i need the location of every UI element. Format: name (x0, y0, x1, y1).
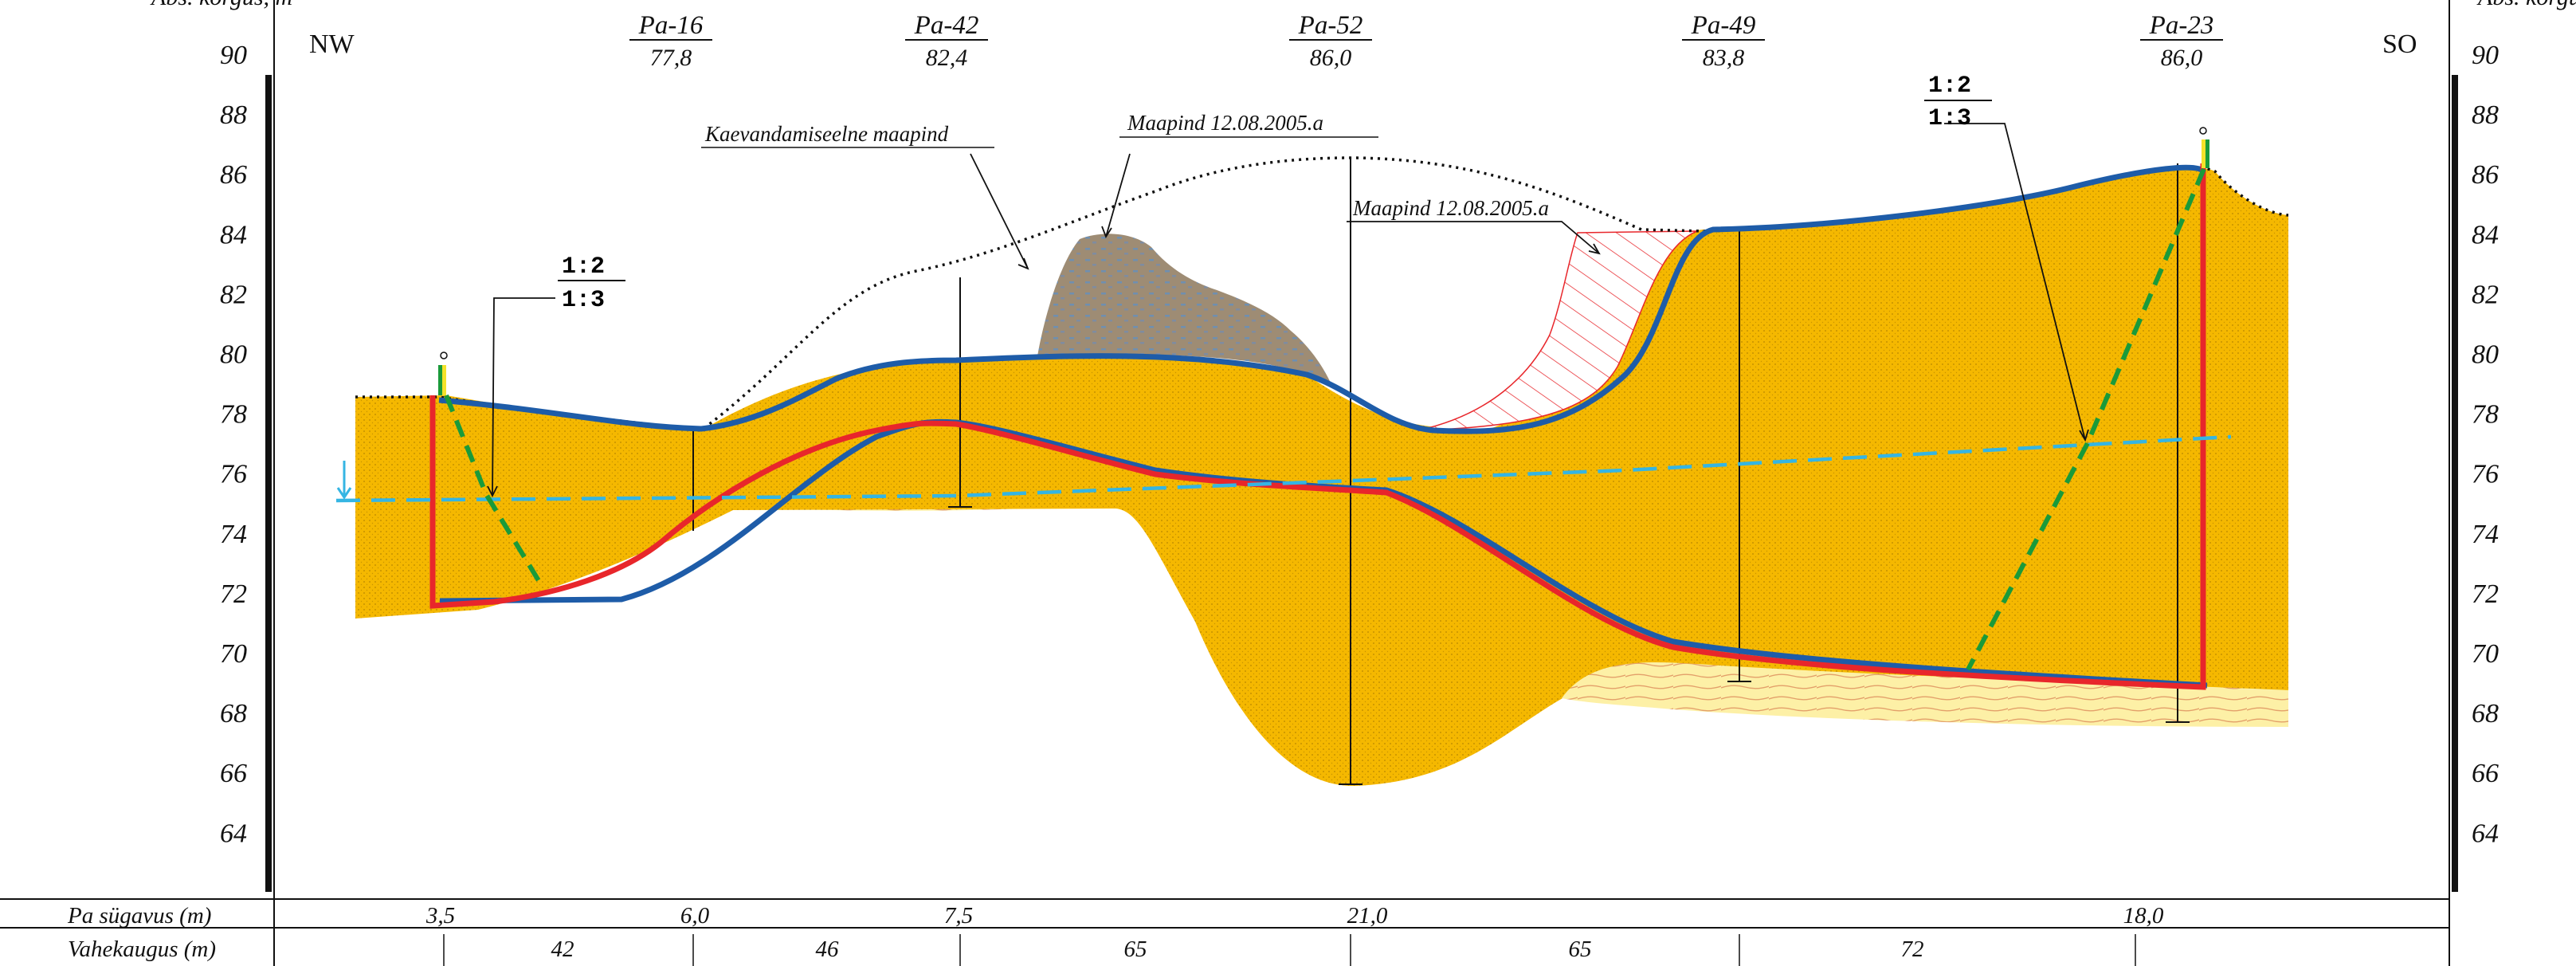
distance-row-label: Vahekaugus (m) (68, 937, 216, 962)
geology-layers (355, 167, 2288, 787)
direction-so: SO (2382, 29, 2417, 59)
pre-excavation-ground-label: Kaevandamiseelne maapind (704, 122, 949, 146)
elevation-tick-left: 78 (220, 400, 247, 430)
elevation-tick-right: 66 (2472, 759, 2499, 788)
elevation-tick-right: 88 (2472, 100, 2499, 130)
borehole-name: Pa-42 (914, 11, 979, 40)
elevation-tick-left: 68 (220, 699, 247, 728)
light-sand-lens-right (1562, 662, 2288, 727)
elevation-tick-left: 76 (220, 460, 247, 489)
elevation-tick-right: 72 (2472, 579, 2499, 609)
elevation-tick-left: 82 (220, 280, 247, 309)
distance-value: 65 (1569, 937, 1592, 962)
right-tick-labels: 90 88 86 84 82 80 78 76 74 72 70 68 66 64 (2472, 41, 2499, 848)
borehole-name: Pa-49 (1691, 11, 1756, 40)
elevation-tick-left: 64 (220, 819, 247, 848)
elevation-tick-right: 78 (2472, 400, 2499, 430)
borehole-elevation: 77,8 (650, 45, 692, 71)
right-axis-title: Abs. kõrgus, m (2476, 0, 2576, 10)
groundwater-marker (336, 461, 352, 500)
data-table: Pa sügavus (m) Vahekaugus (m) 3,5 6,0 7,5 2… (0, 898, 2449, 966)
slope-ratio-right-bottom: 1:3 (1928, 105, 1971, 132)
distance-dividers (443, 934, 2136, 966)
slope-ratio-right: 1:2 1:3 (1924, 73, 1992, 132)
left-tick-labels: 90 88 86 84 82 80 78 76 74 72 70 68 66 64 (220, 41, 247, 848)
slope-line-left (444, 394, 544, 587)
borehole-marker-right (2199, 127, 2209, 168)
ground-survey-label-1: Maapind 12.08.2005.a (1127, 111, 1323, 135)
elevation-tick-right: 70 (2472, 639, 2499, 669)
elevation-tick-left: 66 (220, 759, 247, 788)
elevation-tick-left: 86 (220, 160, 247, 190)
left-axis-title: Abs. kõrgus, m (150, 0, 292, 10)
elevation-tick-right: 68 (2472, 699, 2499, 728)
elevation-tick-left: 72 (220, 579, 247, 609)
elevation-tick-left: 80 (220, 340, 247, 370)
groundwater-line (335, 434, 2232, 503)
elevation-tick-right: 86 (2472, 160, 2499, 190)
left-elevation-scale (265, 0, 275, 966)
elevation-tick-left: 90 (220, 41, 247, 70)
elevation-tick-right: 84 (2472, 220, 2499, 249)
slope-ratio-left-top: 1:2 (562, 253, 605, 281)
borehole-elevation: 82,4 (926, 45, 968, 71)
elevation-tick-right: 90 (2472, 41, 2499, 70)
elevation-tick-right: 74 (2472, 520, 2499, 549)
slope-ratio-left-bottom: 1:3 (562, 287, 605, 314)
elevation-tick-right: 80 (2472, 340, 2499, 370)
depth-value: 3,5 (425, 903, 455, 929)
depth-values: 3,5 6,0 7,5 21,0 18,0 (425, 903, 2164, 929)
depth-value: 6,0 (680, 903, 710, 929)
distance-value: 72 (1901, 937, 1924, 962)
elevation-tick-right: 76 (2472, 460, 2499, 489)
fill-soil-mound (1037, 234, 1331, 383)
slope-line-right (1966, 167, 2206, 671)
distance-values: 42 46 65 65 72 (551, 937, 1924, 962)
depth-value: 21,0 (1347, 903, 1388, 929)
borehole-elevation: 86,0 (2161, 45, 2203, 71)
design-excavation-line (429, 163, 2206, 690)
distance-value: 65 (1124, 937, 1147, 962)
distance-value: 46 (816, 937, 840, 962)
elevation-tick-right: 64 (2472, 819, 2499, 848)
direction-nw: NW (309, 29, 355, 59)
distance-value: 42 (551, 937, 574, 962)
ground-survey-label-2: Maapind 12.08.2005.a (1352, 196, 1549, 220)
borehole-headers: Pa-16 77,8 Pa-42 82,4 Pa-52 86,0 Pa-49 83,8 Pa-2… (629, 11, 2223, 71)
elevation-tick-left: 84 (220, 220, 247, 249)
elevation-tick-right: 82 (2472, 280, 2499, 309)
borehole-name: Pa-23 (2149, 11, 2214, 40)
elevation-tick-left: 70 (220, 639, 247, 669)
ground-surface-line (438, 164, 2206, 434)
elevation-tick-left: 88 (220, 100, 247, 130)
depth-row-label: Pa sügavus (m) (67, 903, 211, 929)
borehole-name: Pa-16 (638, 11, 704, 40)
borehole-elevation: 86,0 (1310, 45, 1352, 71)
hatched-excavation-zone (1417, 230, 1698, 431)
borehole-elevation: 83,8 (1703, 45, 1745, 71)
slope-ratio-right-top: 1:2 (1928, 73, 1971, 100)
borehole-marker-left (438, 351, 448, 395)
right-elevation-scale (2449, 0, 2458, 966)
depth-value: 7,5 (944, 903, 973, 929)
depth-value: 18,0 (2123, 903, 2164, 929)
annotation-leaders (487, 123, 2089, 498)
elevation-tick-left: 74 (220, 520, 247, 549)
borehole-name: Pa-52 (1298, 11, 1363, 40)
slope-ratio-left: 1:2 1:3 (558, 253, 625, 314)
sand-layer (355, 167, 2288, 787)
borehole-lines (692, 158, 2190, 785)
